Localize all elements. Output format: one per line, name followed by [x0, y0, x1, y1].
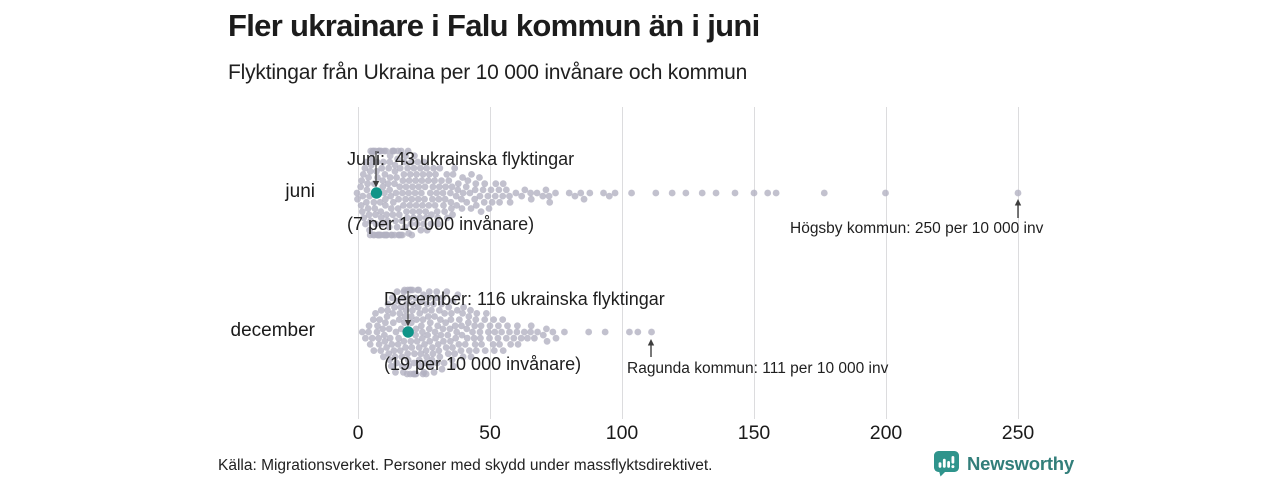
x-axis-tick-label: 50	[479, 422, 501, 444]
annotation-juni-line2: (7 per 10 000 invånare)	[347, 213, 535, 234]
arrow-down-juni-icon	[373, 151, 380, 188]
municipality-dot	[370, 347, 378, 354]
arrow-up-ragunda-icon	[647, 339, 655, 357]
arrow-up-hogsby-icon	[1014, 199, 1022, 218]
arrow-down-december-icon	[404, 291, 412, 327]
annotation-december-line1: December: 116 ukrainska flyktingar	[384, 289, 665, 309]
municipality-dot	[712, 189, 720, 197]
municipality-dot	[372, 310, 379, 317]
municipality-dot	[668, 189, 676, 197]
newsworthy-wordmark: Newsworthy	[967, 452, 1074, 474]
x-axis-tick-label: 150	[737, 422, 771, 444]
source-note: Källa: Migrationsverket. Personer med sk…	[218, 457, 713, 474]
municipality-dot	[580, 195, 588, 203]
municipality-dot	[577, 189, 585, 197]
municipality-dot	[373, 328, 381, 336]
municipality-dot	[652, 189, 660, 197]
municipality-dot	[358, 328, 366, 336]
municipality-dot	[375, 341, 383, 348]
gridline	[489, 107, 491, 419]
municipality-dot	[362, 334, 369, 342]
municipality-dot	[731, 189, 739, 197]
municipality-dot	[375, 334, 383, 342]
municipality-dot	[698, 189, 706, 197]
municipality-dot	[368, 334, 376, 342]
chart-title: Fler ukrainare i Falu kommun än i juni	[228, 8, 760, 43]
chart-subtitle: Flyktingar från Ukraina per 10 000 invån…	[228, 61, 748, 84]
annotation-juni-highlight: Juni: 43 ukrainska flyktingar (7 per 10 …	[347, 106, 574, 278]
municipality-dot	[365, 322, 373, 330]
municipality-dot	[366, 341, 374, 348]
gridline	[357, 107, 359, 419]
newsworthy-icon	[934, 451, 959, 477]
municipality-dot	[682, 189, 690, 197]
municipality-dot	[374, 322, 381, 330]
x-axis-tick-label: 250	[1001, 422, 1035, 444]
municipality-dot	[369, 316, 377, 323]
municipality-dot	[600, 189, 607, 197]
x-axis-tick-label: 100	[605, 422, 639, 444]
gridline	[1017, 107, 1019, 419]
gridline	[621, 107, 623, 419]
municipality-dot	[365, 328, 372, 336]
gridline	[753, 107, 755, 419]
annotation-december-line2: (19 per 10 000 invånare)	[384, 353, 582, 374]
newsworthy-logo[interactable]: Newsworthy	[933, 450, 1074, 477]
annotation-hogsby-outlier: Högsby kommun: 250 per 10 000 inv	[790, 220, 1044, 237]
municipality-dot	[605, 192, 613, 200]
municipality-dot	[764, 189, 772, 197]
annotation-december-highlight: December: 116 ukrainska flyktingar (19 p…	[384, 246, 665, 418]
annotation-ragunda-outlier: Ragunda kommun: 111 per 10 000 inv	[627, 360, 889, 377]
municipality-dot	[376, 316, 384, 323]
municipality-dot	[611, 189, 619, 197]
municipality-dot	[820, 189, 828, 197]
municipality-dot	[586, 189, 594, 197]
row-label-december: december	[230, 320, 316, 341]
municipality-dot	[772, 189, 780, 197]
annotation-juni-line1: Juni: 43 ukrainska flyktingar	[347, 149, 575, 169]
gridline	[885, 107, 887, 419]
x-axis-tick-label: 0	[352, 422, 364, 444]
x-axis-tick-label: 200	[869, 422, 903, 444]
row-label-juni: juni	[285, 181, 315, 202]
municipality-dot	[628, 189, 635, 197]
